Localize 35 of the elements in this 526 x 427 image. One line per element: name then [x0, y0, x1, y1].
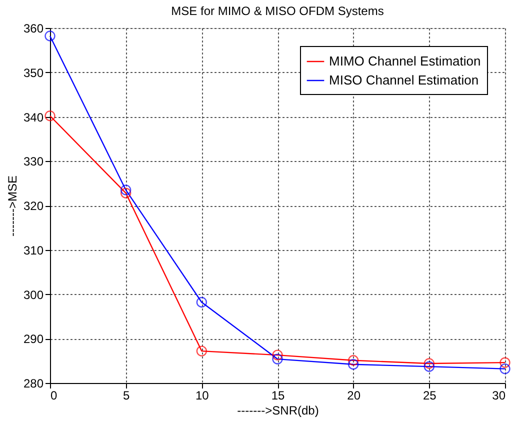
point	[500, 363, 510, 374]
chart-title: MSE for MIMO & MISO OFDM Systems	[171, 4, 384, 18]
point	[500, 357, 510, 368]
point	[44, 30, 56, 42]
y-tick-label: 340	[23, 110, 44, 124]
x-tick-label: 5	[122, 388, 130, 402]
x-tick-label: 30	[492, 388, 506, 402]
point	[348, 355, 359, 366]
y-tick-label: 330	[23, 154, 44, 169]
y-tick-label: 320	[23, 199, 44, 213]
x-tick-label: 20	[347, 388, 361, 402]
y-tick-label: 360	[23, 22, 44, 36]
y-tick-label: 290	[23, 332, 44, 346]
point	[120, 184, 132, 196]
y-tick-label: 350	[23, 66, 44, 80]
point	[348, 359, 359, 370]
x-axis-title: ------->SNR(db)	[237, 404, 319, 418]
point	[44, 110, 56, 122]
y-tick-label: 310	[23, 243, 44, 258]
point	[196, 296, 208, 308]
x-tick-label: 0	[50, 388, 58, 402]
x-tick-label: 10	[195, 388, 210, 402]
legend-label: MISO Channel Estimation	[329, 72, 479, 88]
point	[120, 188, 132, 198]
point	[424, 358, 435, 369]
point	[424, 361, 435, 372]
y-tick-label: 280	[23, 376, 44, 390]
point	[272, 350, 283, 360]
point	[196, 346, 208, 356]
y-axis-title: ------->MSE	[5, 176, 20, 236]
legend-label: MIMO Channel Estimation	[329, 54, 481, 68]
x-tick-label: 15	[271, 388, 285, 402]
x-tick-label: 25	[422, 388, 437, 402]
y-tick-label: 300	[23, 288, 44, 302]
point	[272, 354, 283, 364]
